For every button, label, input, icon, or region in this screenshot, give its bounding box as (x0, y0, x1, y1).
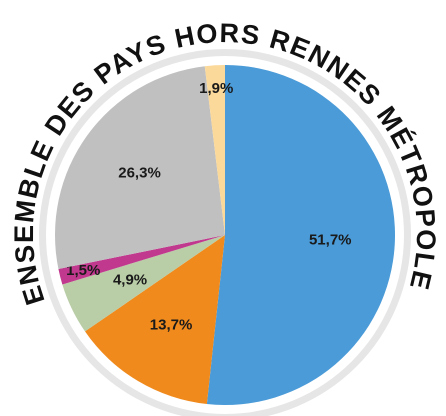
data-label: 51,7% (309, 232, 352, 249)
pie: 51,7% 13,7% 4,9% 1,5% 26,3% 1,9% (55, 65, 396, 406)
pie-slice (204, 65, 225, 235)
data-label: 26,3% (118, 164, 161, 181)
pie-slice (62, 235, 226, 332)
pie-slice (206, 65, 396, 406)
data-label: 13,7% (150, 317, 193, 334)
data-label: 1,9% (199, 80, 233, 97)
pie-slice (84, 235, 226, 405)
data-label: 1,5% (66, 262, 100, 279)
data-label: 4,9% (113, 272, 147, 289)
pie-slice (58, 235, 226, 285)
pie-slice (55, 66, 225, 269)
